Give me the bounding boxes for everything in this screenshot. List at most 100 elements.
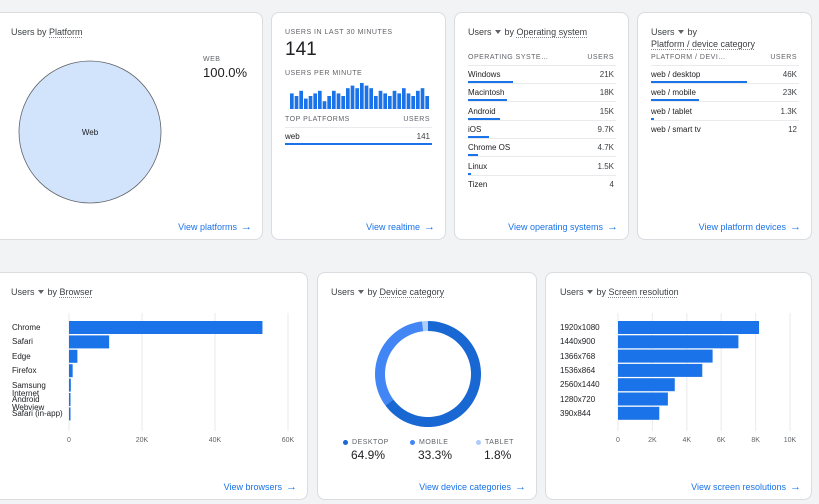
bar[interactable] [618,321,760,334]
device-category-card-title: Users by Device category [331,287,445,297]
device-category-dimension-label[interactable]: Device category [379,287,445,297]
minute-bar [378,90,383,109]
bar[interactable] [618,349,713,363]
minute-bar [402,88,406,109]
bar-category-label: 1920x1080 [560,323,600,332]
dropdown-caret-icon[interactable] [37,290,44,295]
os-dimension-label[interactable]: Operating system [516,27,588,37]
top-platform-label: web [285,132,300,141]
minute-bar [406,93,411,109]
platform-dimension-label[interactable]: Platform [49,27,83,37]
divider [468,101,616,103]
donut-slice-mobile[interactable] [375,321,424,406]
browser-dimension-label[interactable]: Browser [59,287,93,297]
bar-chart-plot: 0 2K 4K 6K 8K 10K [616,313,797,444]
table-row-value: 9.7K [597,124,614,134]
bar[interactable] [618,406,660,420]
view-platform-devices-link[interactable]: View platform devices → [698,221,801,233]
table-row-label: Linux [468,161,488,171]
platform-card: Users by Platform Web WEB 100.0% View pl… [0,12,263,240]
minute-bar [304,98,308,109]
divider [651,83,799,84]
x-tick-label: 40K [209,437,222,444]
platform-device-card-title: Users by Platform / device category [651,27,756,49]
legend-label: TABLET [476,439,514,446]
screen-resolution-card: Users by Screen resolution 0 2K 4K 6K 8K 10K 19… [545,272,812,500]
table-row-bar [651,117,654,120]
realtime-card: USERS IN LAST 30 MINUTES 141 USERS PER M… [271,12,446,240]
screen-resolution-dimension-label[interactable]: Screen resolution [608,287,679,297]
view-platforms-link[interactable]: View platforms → [178,221,252,233]
minute-bar [346,88,350,109]
minute-bar [327,96,331,109]
platform-device-card: Users by Platform / device category PLATF… [637,12,812,240]
bar[interactable] [618,378,675,392]
x-tick-label: 6K [717,437,726,444]
dropdown-caret-icon[interactable] [586,290,593,295]
bar-category-label: 1280x720 [560,394,596,404]
users-per-minute-chart [290,83,429,109]
arrow-right-icon: → [790,481,801,493]
minute-bar [341,96,345,109]
bar-category-label: Firefox [12,366,37,376]
bar-category-label: Edge [12,351,31,361]
realtime-users-value: 141 [285,39,317,60]
minute-bar [313,93,317,109]
view-realtime-link[interactable]: View realtime → [366,221,435,233]
table-row-label: web / tablet [651,106,692,116]
metric-selector[interactable]: Users [468,27,492,37]
browser-card: Users by Browser 0 20K 40K 60K Chrome Safari Ed… [0,272,308,500]
minute-bar [364,85,369,109]
bar[interactable] [618,363,703,377]
table-row-value: 18K [599,88,614,98]
table-row-value: 4 [609,179,614,189]
bar[interactable] [69,321,263,334]
minute-bar [420,88,425,109]
bar[interactable] [618,335,739,349]
minute-bar [425,96,429,109]
bar[interactable] [69,393,71,406]
platform-legend-label: WEB [203,56,221,63]
divider [468,65,616,66]
platform-card-title: Users by Platform [11,27,83,37]
platform-device-dimension-label[interactable]: Platform / device category [651,39,756,49]
metric-selector[interactable]: Users [560,287,584,297]
minute-bar [308,96,313,109]
top-platform-bar [285,143,432,145]
bar[interactable] [69,364,73,378]
view-browsers-link[interactable]: View browsers → [223,481,297,493]
view-device-categories-link[interactable]: View device categories → [419,481,526,493]
bar[interactable] [69,335,110,349]
minute-bar [360,83,364,109]
bar[interactable] [618,392,668,406]
bar[interactable] [69,407,71,421]
table-row-label: Macintosh [468,88,505,98]
divider [651,101,799,103]
dropdown-caret-icon[interactable] [357,290,364,295]
arrow-right-icon: → [607,221,618,233]
table-row-bar [468,154,478,157]
metric-selector[interactable]: Users [331,287,355,297]
table-row-bar [468,81,513,83]
dropdown-caret-icon[interactable] [677,30,684,35]
donut-slice-tablet[interactable] [422,321,428,332]
minute-bar [290,93,294,109]
minute-bar [416,90,420,109]
minute-bar [332,90,336,109]
metric-selector[interactable]: Users [651,27,675,37]
bar[interactable] [69,378,71,392]
bar[interactable] [69,349,78,363]
view-screen-resolutions-link[interactable]: View screen resolutions → [691,481,801,493]
platform-device-users-header: USERS [770,54,797,61]
minute-bar [383,93,387,109]
x-tick-label: 10K [784,437,797,444]
bar-category-label: 1366x768 [560,351,596,361]
view-operating-systems-link[interactable]: View operating systems → [508,221,618,233]
metric-selector[interactable]: Users [11,287,35,297]
os-users-header: USERS [587,54,614,61]
table-row-bar [468,172,472,175]
divider [285,127,432,128]
legend-value: 64.9% [351,448,386,462]
table-row-value: 4.7K [597,143,614,153]
dropdown-caret-icon[interactable] [494,30,501,35]
